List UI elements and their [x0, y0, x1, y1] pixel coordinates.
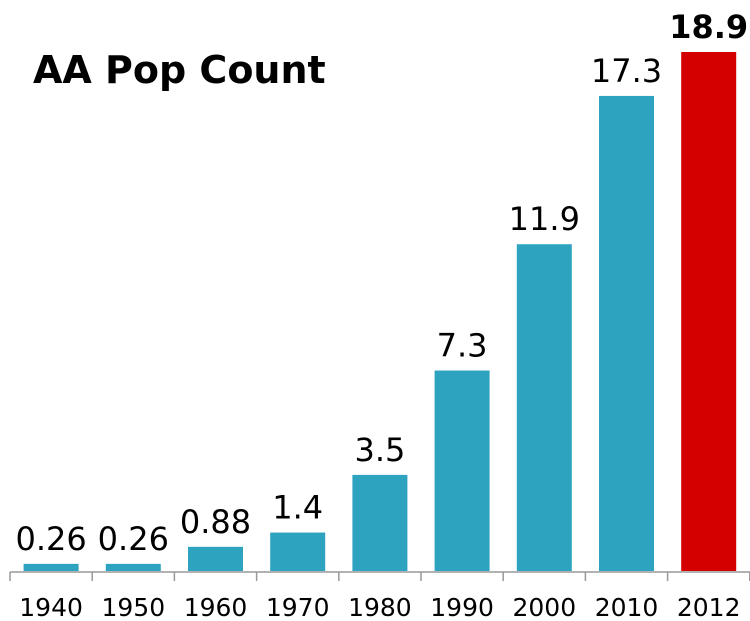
x-tick-label: 1980	[348, 593, 412, 621]
value-label: 0.26	[98, 520, 169, 558]
bar	[516, 244, 572, 571]
x-tick-label: 1990	[430, 593, 494, 621]
x-tick-label: 2012	[677, 593, 741, 621]
bar	[352, 474, 408, 571]
x-tick-label: 1960	[184, 593, 248, 621]
bar	[23, 563, 79, 571]
value-label: 7.3	[437, 327, 488, 365]
bar	[434, 370, 490, 571]
value-label: 0.88	[180, 503, 251, 541]
value-label: 11.9	[509, 200, 580, 238]
value-label: 17.3	[591, 52, 662, 90]
x-tick-label: 1970	[266, 593, 330, 621]
x-tick-label: 2010	[595, 593, 659, 621]
value-label: 3.5	[354, 431, 405, 469]
bar	[681, 52, 737, 571]
value-label: 0.26	[15, 520, 86, 558]
chart-title: AA Pop Count	[33, 48, 326, 92]
x-tick-label: 1940	[19, 593, 83, 621]
bar	[599, 95, 654, 571]
x-tick-label: 1950	[101, 593, 165, 621]
bar	[188, 546, 243, 571]
value-label: 1.4	[272, 489, 323, 527]
bar	[270, 532, 326, 571]
x-tick-label: 2000	[512, 593, 576, 621]
bar	[105, 563, 161, 571]
value-label: 18.9	[669, 8, 748, 46]
